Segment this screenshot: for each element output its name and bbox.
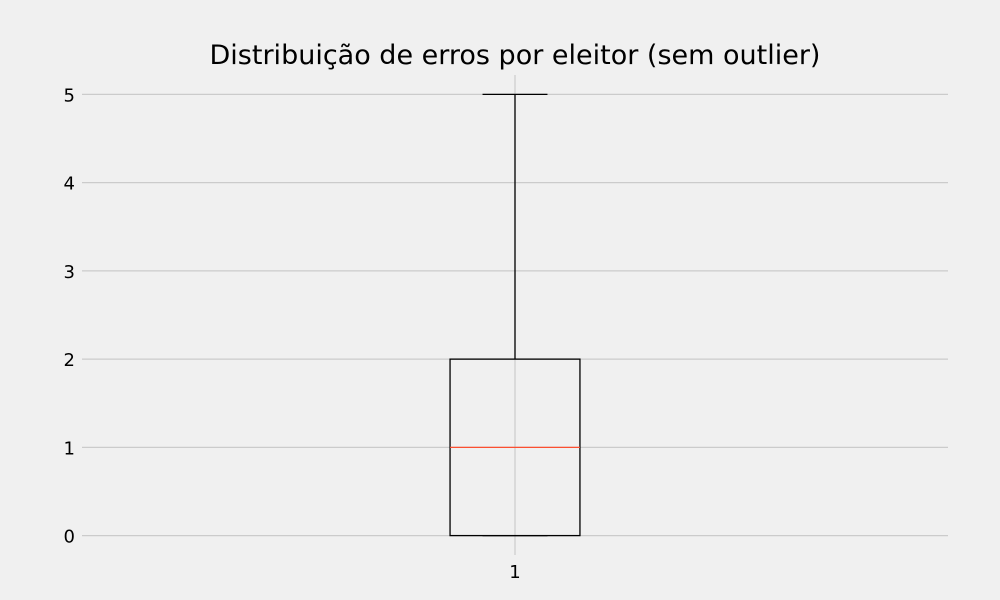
tick-layer: 0 1 2 3 4 5 1 bbox=[64, 85, 521, 583]
y-tick-label: 3 bbox=[64, 262, 75, 283]
chart-title: Distribuição de erros por eleitor (sem o… bbox=[210, 40, 821, 71]
y-tick-label: 2 bbox=[64, 350, 75, 371]
y-tick-label: 1 bbox=[64, 438, 75, 459]
x-tick-label: 1 bbox=[509, 562, 520, 583]
y-tick-label: 0 bbox=[64, 527, 75, 548]
box-layer bbox=[449, 93, 581, 537]
y-tick-label: 5 bbox=[64, 85, 75, 106]
box-group bbox=[449, 93, 581, 537]
y-tick-label: 4 bbox=[64, 174, 75, 195]
